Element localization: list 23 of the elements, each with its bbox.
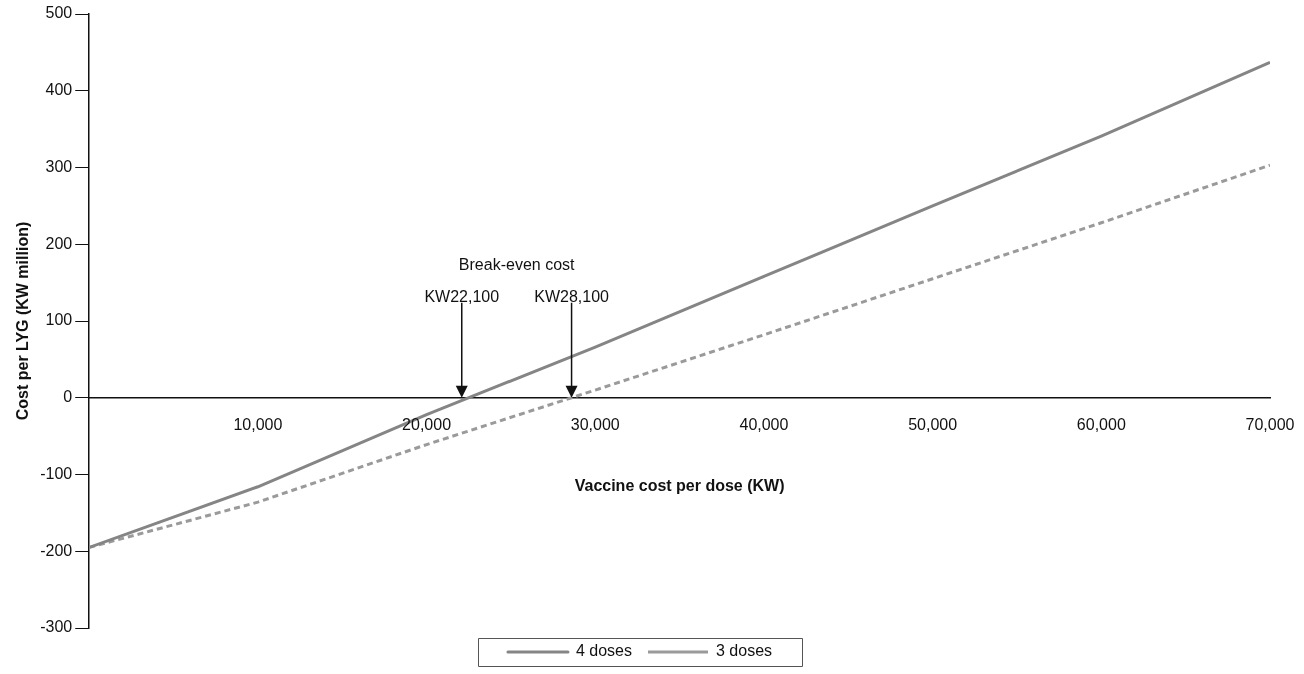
x-tick-label: 50,000: [908, 416, 958, 434]
x-tick-label: 40,000: [739, 416, 789, 434]
annotation: Break-even cost: [458, 256, 576, 274]
y-axis-title: Cost per LYG (KW million): [14, 221, 32, 421]
annotation: KW28,100: [534, 288, 610, 306]
x-tick-label: 20,000: [402, 416, 452, 434]
annotation: KW22,100: [424, 288, 500, 306]
y-tick-label: 100: [45, 311, 73, 329]
y-tick-label: 500: [45, 4, 73, 22]
legend-label: 4 doses: [575, 642, 633, 660]
y-tick-label: -300: [40, 618, 73, 636]
y-tick-label: -200: [40, 541, 73, 559]
x-tick-label: 10,000: [233, 416, 283, 434]
y-tick-label: -100: [40, 464, 73, 482]
x-tick-label: 70,000: [1245, 416, 1295, 434]
x-tick-label: 60,000: [1076, 416, 1126, 434]
x-axis-title: Vaccine cost per dose (KW): [574, 476, 785, 494]
x-tick-label: 30,000: [570, 416, 620, 434]
y-tick-label: 200: [45, 234, 73, 252]
y-tick-label: 0: [63, 388, 73, 406]
legend-label: 3 doses: [716, 642, 773, 660]
y-tick-label: 300: [45, 157, 73, 175]
y-tick-label: 400: [45, 81, 73, 99]
